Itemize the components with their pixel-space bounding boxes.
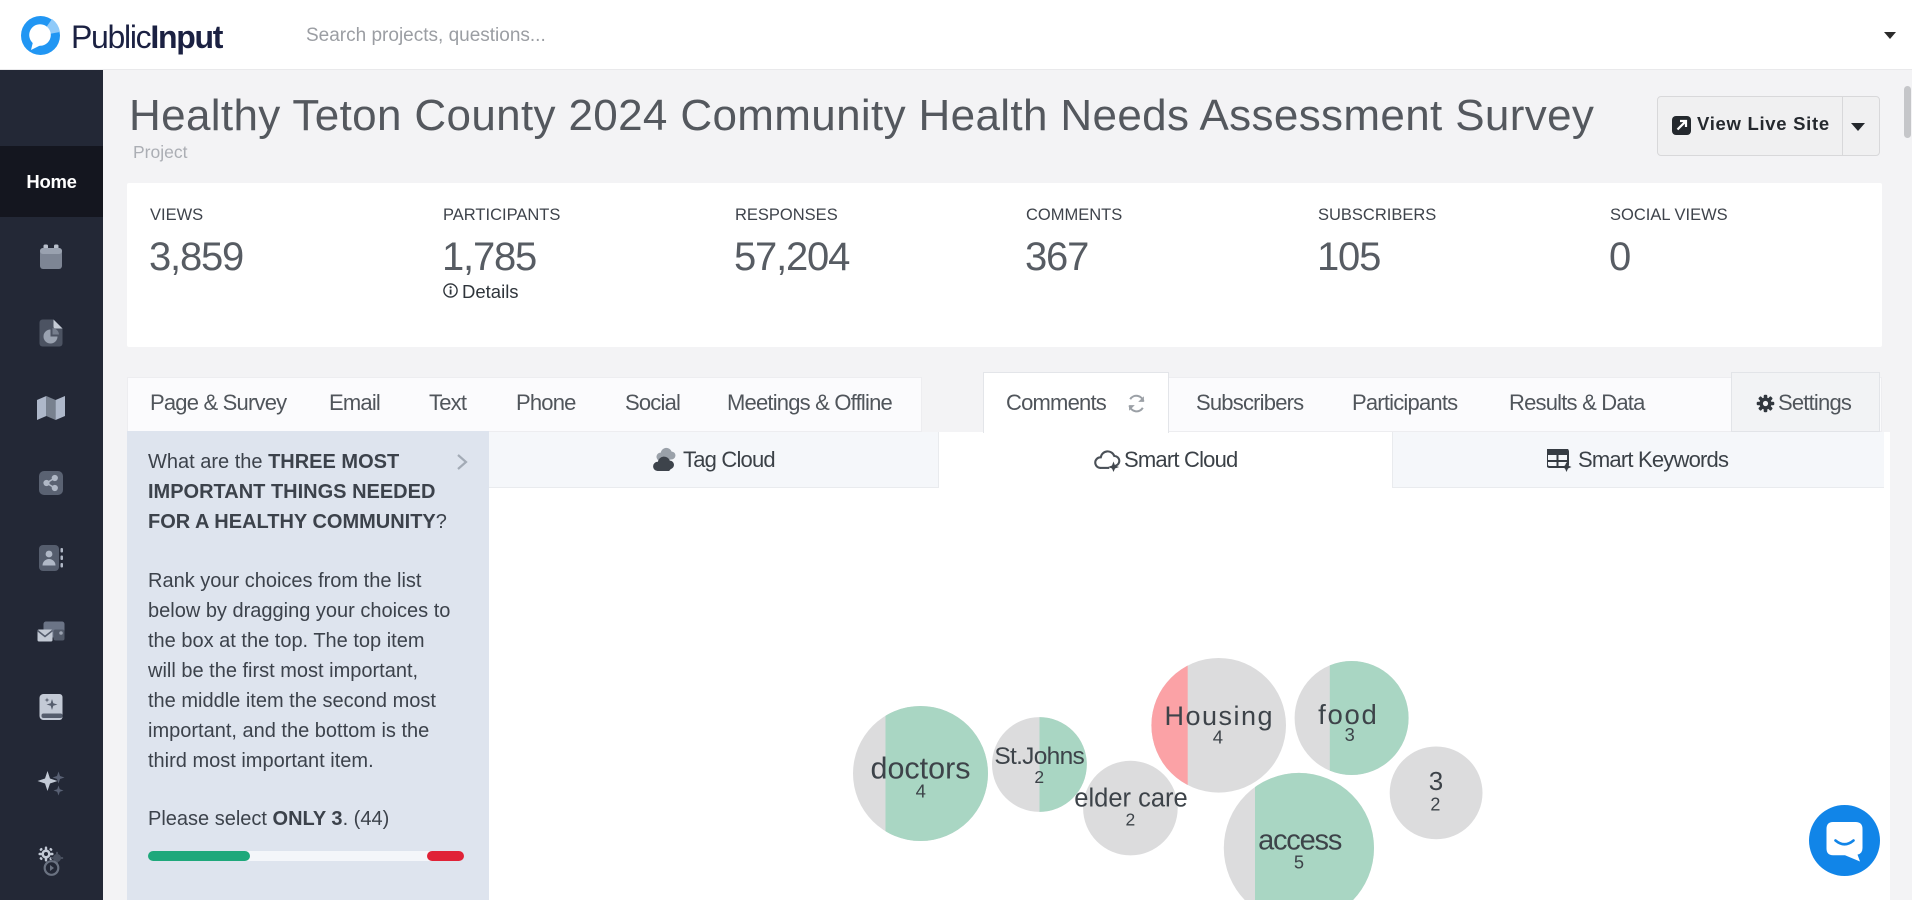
svg-text:Housing: Housing	[1165, 701, 1275, 731]
svg-text:3: 3	[1345, 724, 1355, 745]
svg-text:4: 4	[916, 781, 926, 802]
svg-text:food: food	[1318, 699, 1378, 730]
svg-text:2: 2	[1126, 810, 1136, 830]
svg-text:access: access	[1258, 825, 1342, 857]
svg-text:2: 2	[1034, 767, 1044, 787]
svg-text:doctors: doctors	[870, 752, 970, 786]
svg-text:elder care: elder care	[1074, 785, 1187, 813]
svg-text:3: 3	[1429, 766, 1443, 796]
svg-text:5: 5	[1294, 851, 1304, 872]
svg-text:St.Johns: St.Johns	[994, 743, 1084, 770]
svg-text:4: 4	[1213, 727, 1223, 748]
svg-text:2: 2	[1430, 795, 1440, 815]
